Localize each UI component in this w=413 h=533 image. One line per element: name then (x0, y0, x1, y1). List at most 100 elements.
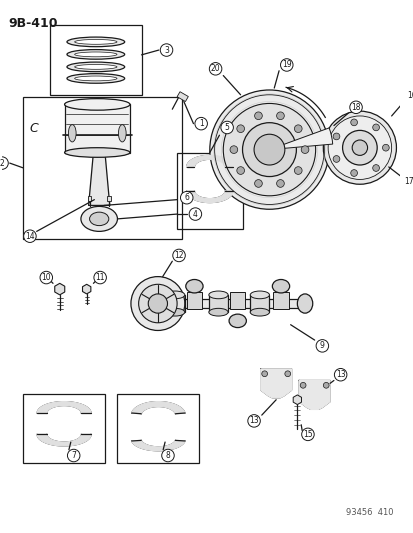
Ellipse shape (81, 206, 117, 231)
Circle shape (372, 124, 379, 131)
Text: 5: 5 (224, 123, 229, 132)
Ellipse shape (165, 309, 184, 316)
Bar (117, 394, 199, 463)
Polygon shape (37, 402, 91, 413)
Text: 11: 11 (95, 273, 104, 282)
Circle shape (342, 131, 376, 165)
Circle shape (332, 156, 339, 163)
Circle shape (276, 180, 284, 187)
Ellipse shape (74, 76, 117, 81)
Circle shape (261, 371, 267, 377)
Text: 1: 1 (198, 119, 203, 128)
Text: 9B-410: 9B-410 (9, 17, 58, 30)
Text: 4: 4 (192, 209, 197, 219)
Bar (208, 295, 228, 312)
Circle shape (402, 175, 413, 188)
Circle shape (405, 90, 413, 102)
Circle shape (24, 230, 36, 243)
Ellipse shape (118, 125, 126, 142)
Circle shape (247, 415, 260, 427)
Circle shape (94, 271, 106, 284)
Bar (273, 292, 288, 309)
Circle shape (301, 428, 313, 441)
Text: 13: 13 (249, 416, 258, 425)
Ellipse shape (208, 309, 228, 316)
Circle shape (299, 382, 305, 388)
Circle shape (172, 249, 185, 262)
Polygon shape (131, 440, 185, 451)
Bar (148, 298, 304, 309)
Bar (64, 104, 130, 152)
Bar (186, 292, 202, 309)
Ellipse shape (272, 279, 289, 293)
Circle shape (160, 44, 172, 56)
Circle shape (334, 368, 346, 381)
Polygon shape (260, 369, 291, 398)
Ellipse shape (64, 148, 130, 157)
Circle shape (284, 371, 290, 377)
Text: 3: 3 (164, 45, 169, 54)
Circle shape (148, 294, 167, 313)
Text: 13: 13 (335, 370, 344, 379)
Text: 12: 12 (174, 251, 183, 260)
Circle shape (301, 146, 308, 154)
Circle shape (350, 119, 356, 126)
Text: 8: 8 (165, 451, 170, 460)
Bar (177, 152, 242, 230)
Ellipse shape (74, 39, 117, 44)
Circle shape (316, 340, 328, 352)
Ellipse shape (67, 50, 124, 59)
Text: 14: 14 (25, 232, 35, 241)
Polygon shape (37, 434, 91, 446)
Ellipse shape (67, 37, 124, 47)
Circle shape (332, 133, 339, 140)
Polygon shape (131, 402, 185, 414)
Bar (177, 92, 188, 101)
Bar (133, 300, 151, 308)
Circle shape (40, 271, 52, 284)
Ellipse shape (249, 291, 269, 298)
Bar (23, 394, 105, 463)
Circle shape (189, 208, 201, 220)
Ellipse shape (67, 74, 124, 83)
Text: 20: 20 (210, 64, 220, 74)
Polygon shape (186, 191, 233, 203)
Text: 10: 10 (41, 273, 51, 282)
Circle shape (328, 116, 391, 180)
Circle shape (161, 449, 174, 462)
Bar (165, 295, 184, 312)
Circle shape (351, 140, 367, 156)
Ellipse shape (165, 291, 184, 298)
Ellipse shape (68, 125, 76, 142)
Text: 19: 19 (281, 60, 291, 69)
Bar (107, 196, 110, 200)
Circle shape (372, 165, 379, 172)
Ellipse shape (249, 309, 269, 316)
Circle shape (254, 112, 262, 119)
Circle shape (382, 144, 388, 151)
Circle shape (276, 112, 284, 119)
Circle shape (323, 111, 396, 184)
Ellipse shape (228, 314, 246, 328)
Circle shape (236, 125, 244, 133)
Circle shape (138, 284, 177, 323)
Circle shape (131, 277, 184, 330)
Bar (50, 25, 141, 95)
Circle shape (67, 449, 80, 462)
Circle shape (294, 167, 301, 174)
Text: 2: 2 (0, 159, 5, 167)
Ellipse shape (67, 62, 124, 72)
Text: 7: 7 (71, 451, 76, 460)
Bar (230, 292, 245, 309)
Text: C: C (30, 122, 38, 135)
Text: 9: 9 (319, 341, 324, 350)
Circle shape (209, 90, 328, 209)
Circle shape (221, 121, 233, 134)
Ellipse shape (64, 99, 130, 110)
Wedge shape (269, 128, 332, 150)
Ellipse shape (208, 291, 228, 298)
Polygon shape (88, 152, 109, 205)
Circle shape (323, 382, 328, 388)
Polygon shape (186, 156, 233, 167)
Circle shape (180, 191, 192, 204)
